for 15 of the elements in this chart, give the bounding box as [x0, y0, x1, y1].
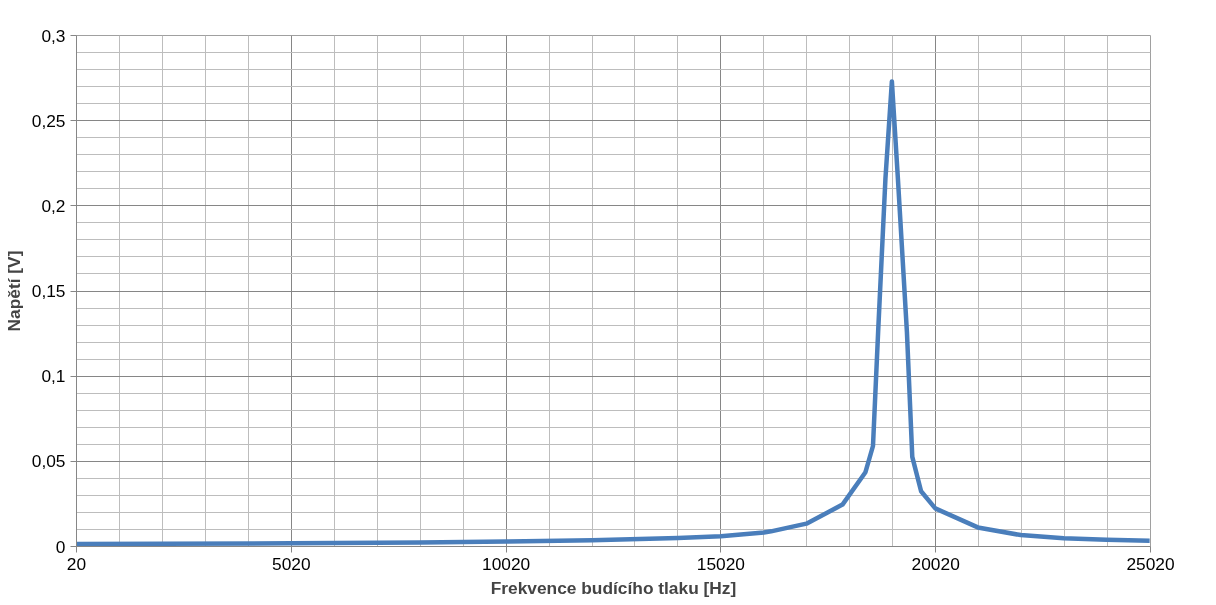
y-tick-label: 0 — [55, 536, 66, 557]
y-tick-label: 0,3 — [41, 25, 66, 46]
y-tick-label: 0,25 — [31, 110, 66, 131]
y-tick-label: 0,2 — [41, 195, 66, 216]
x-axis-title: Frekvence budícího tlaku [Hz] — [490, 577, 737, 598]
y-axis-title: Napětí [V] — [3, 250, 24, 332]
x-tick-label: 25020 — [1126, 553, 1175, 574]
y-tick-label: 0,05 — [31, 451, 66, 472]
x-tick-label: 20 — [66, 553, 87, 574]
x-tick-label: 20020 — [911, 553, 960, 574]
x-tick-label: 5020 — [272, 553, 311, 574]
x-tick-label: 15020 — [696, 553, 745, 574]
y-tick-label: 0,1 — [41, 366, 66, 387]
x-tick-label: 10020 — [482, 553, 531, 574]
y-tick-label: 0,15 — [31, 281, 66, 301]
